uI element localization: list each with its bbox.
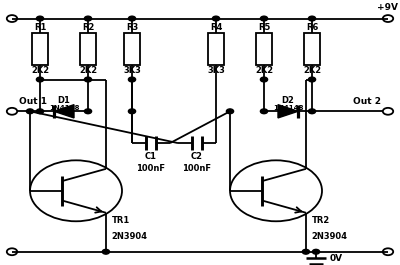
Text: 2N3904: 2N3904 bbox=[312, 232, 348, 241]
Circle shape bbox=[128, 77, 136, 82]
Bar bbox=[256, 33, 272, 65]
Text: D2: D2 bbox=[282, 96, 294, 105]
Text: R6: R6 bbox=[306, 23, 318, 32]
Circle shape bbox=[84, 16, 92, 21]
Text: 1N4148: 1N4148 bbox=[49, 105, 79, 111]
Text: R1: R1 bbox=[34, 23, 46, 32]
Text: 100nF: 100nF bbox=[136, 164, 166, 173]
Text: 100nF: 100nF bbox=[182, 164, 212, 173]
Polygon shape bbox=[54, 105, 74, 118]
Text: R2: R2 bbox=[82, 23, 94, 32]
Bar bbox=[32, 33, 48, 65]
Polygon shape bbox=[278, 105, 298, 118]
Text: R4: R4 bbox=[210, 23, 222, 32]
Text: 3K3: 3K3 bbox=[207, 66, 225, 75]
Text: 2K2: 2K2 bbox=[31, 66, 49, 75]
Text: 1N4148: 1N4148 bbox=[273, 105, 303, 111]
Text: R5: R5 bbox=[258, 23, 270, 32]
Circle shape bbox=[308, 109, 316, 114]
Text: TR2: TR2 bbox=[312, 216, 330, 225]
Text: C1: C1 bbox=[145, 152, 157, 161]
Bar bbox=[208, 33, 224, 65]
Circle shape bbox=[102, 249, 110, 254]
Circle shape bbox=[128, 16, 136, 21]
Text: 2N3904: 2N3904 bbox=[112, 232, 148, 241]
Circle shape bbox=[36, 16, 44, 21]
Circle shape bbox=[312, 249, 320, 254]
Text: D1: D1 bbox=[58, 96, 70, 105]
Bar bbox=[124, 33, 140, 65]
Text: Out 1: Out 1 bbox=[19, 97, 47, 106]
Circle shape bbox=[260, 16, 268, 21]
Text: TR1: TR1 bbox=[112, 216, 130, 225]
Text: 0V: 0V bbox=[330, 254, 343, 263]
Circle shape bbox=[84, 77, 92, 82]
Bar bbox=[80, 33, 96, 65]
Circle shape bbox=[128, 109, 136, 114]
Text: 2K2: 2K2 bbox=[79, 66, 97, 75]
Circle shape bbox=[36, 77, 44, 82]
Text: 3K3: 3K3 bbox=[123, 66, 141, 75]
Circle shape bbox=[308, 16, 316, 21]
Text: Out 2: Out 2 bbox=[353, 97, 381, 106]
Bar bbox=[304, 33, 320, 65]
Text: +9V: +9V bbox=[378, 3, 398, 12]
Circle shape bbox=[226, 109, 234, 114]
Circle shape bbox=[212, 16, 220, 21]
Circle shape bbox=[260, 109, 268, 114]
Text: 2K2: 2K2 bbox=[303, 66, 321, 75]
Circle shape bbox=[302, 249, 310, 254]
Circle shape bbox=[260, 77, 268, 82]
Text: R3: R3 bbox=[126, 23, 138, 32]
Circle shape bbox=[308, 77, 316, 82]
Circle shape bbox=[84, 109, 92, 114]
Text: 2K2: 2K2 bbox=[255, 66, 273, 75]
Circle shape bbox=[36, 109, 44, 114]
Text: C2: C2 bbox=[191, 152, 203, 161]
Circle shape bbox=[26, 109, 34, 114]
